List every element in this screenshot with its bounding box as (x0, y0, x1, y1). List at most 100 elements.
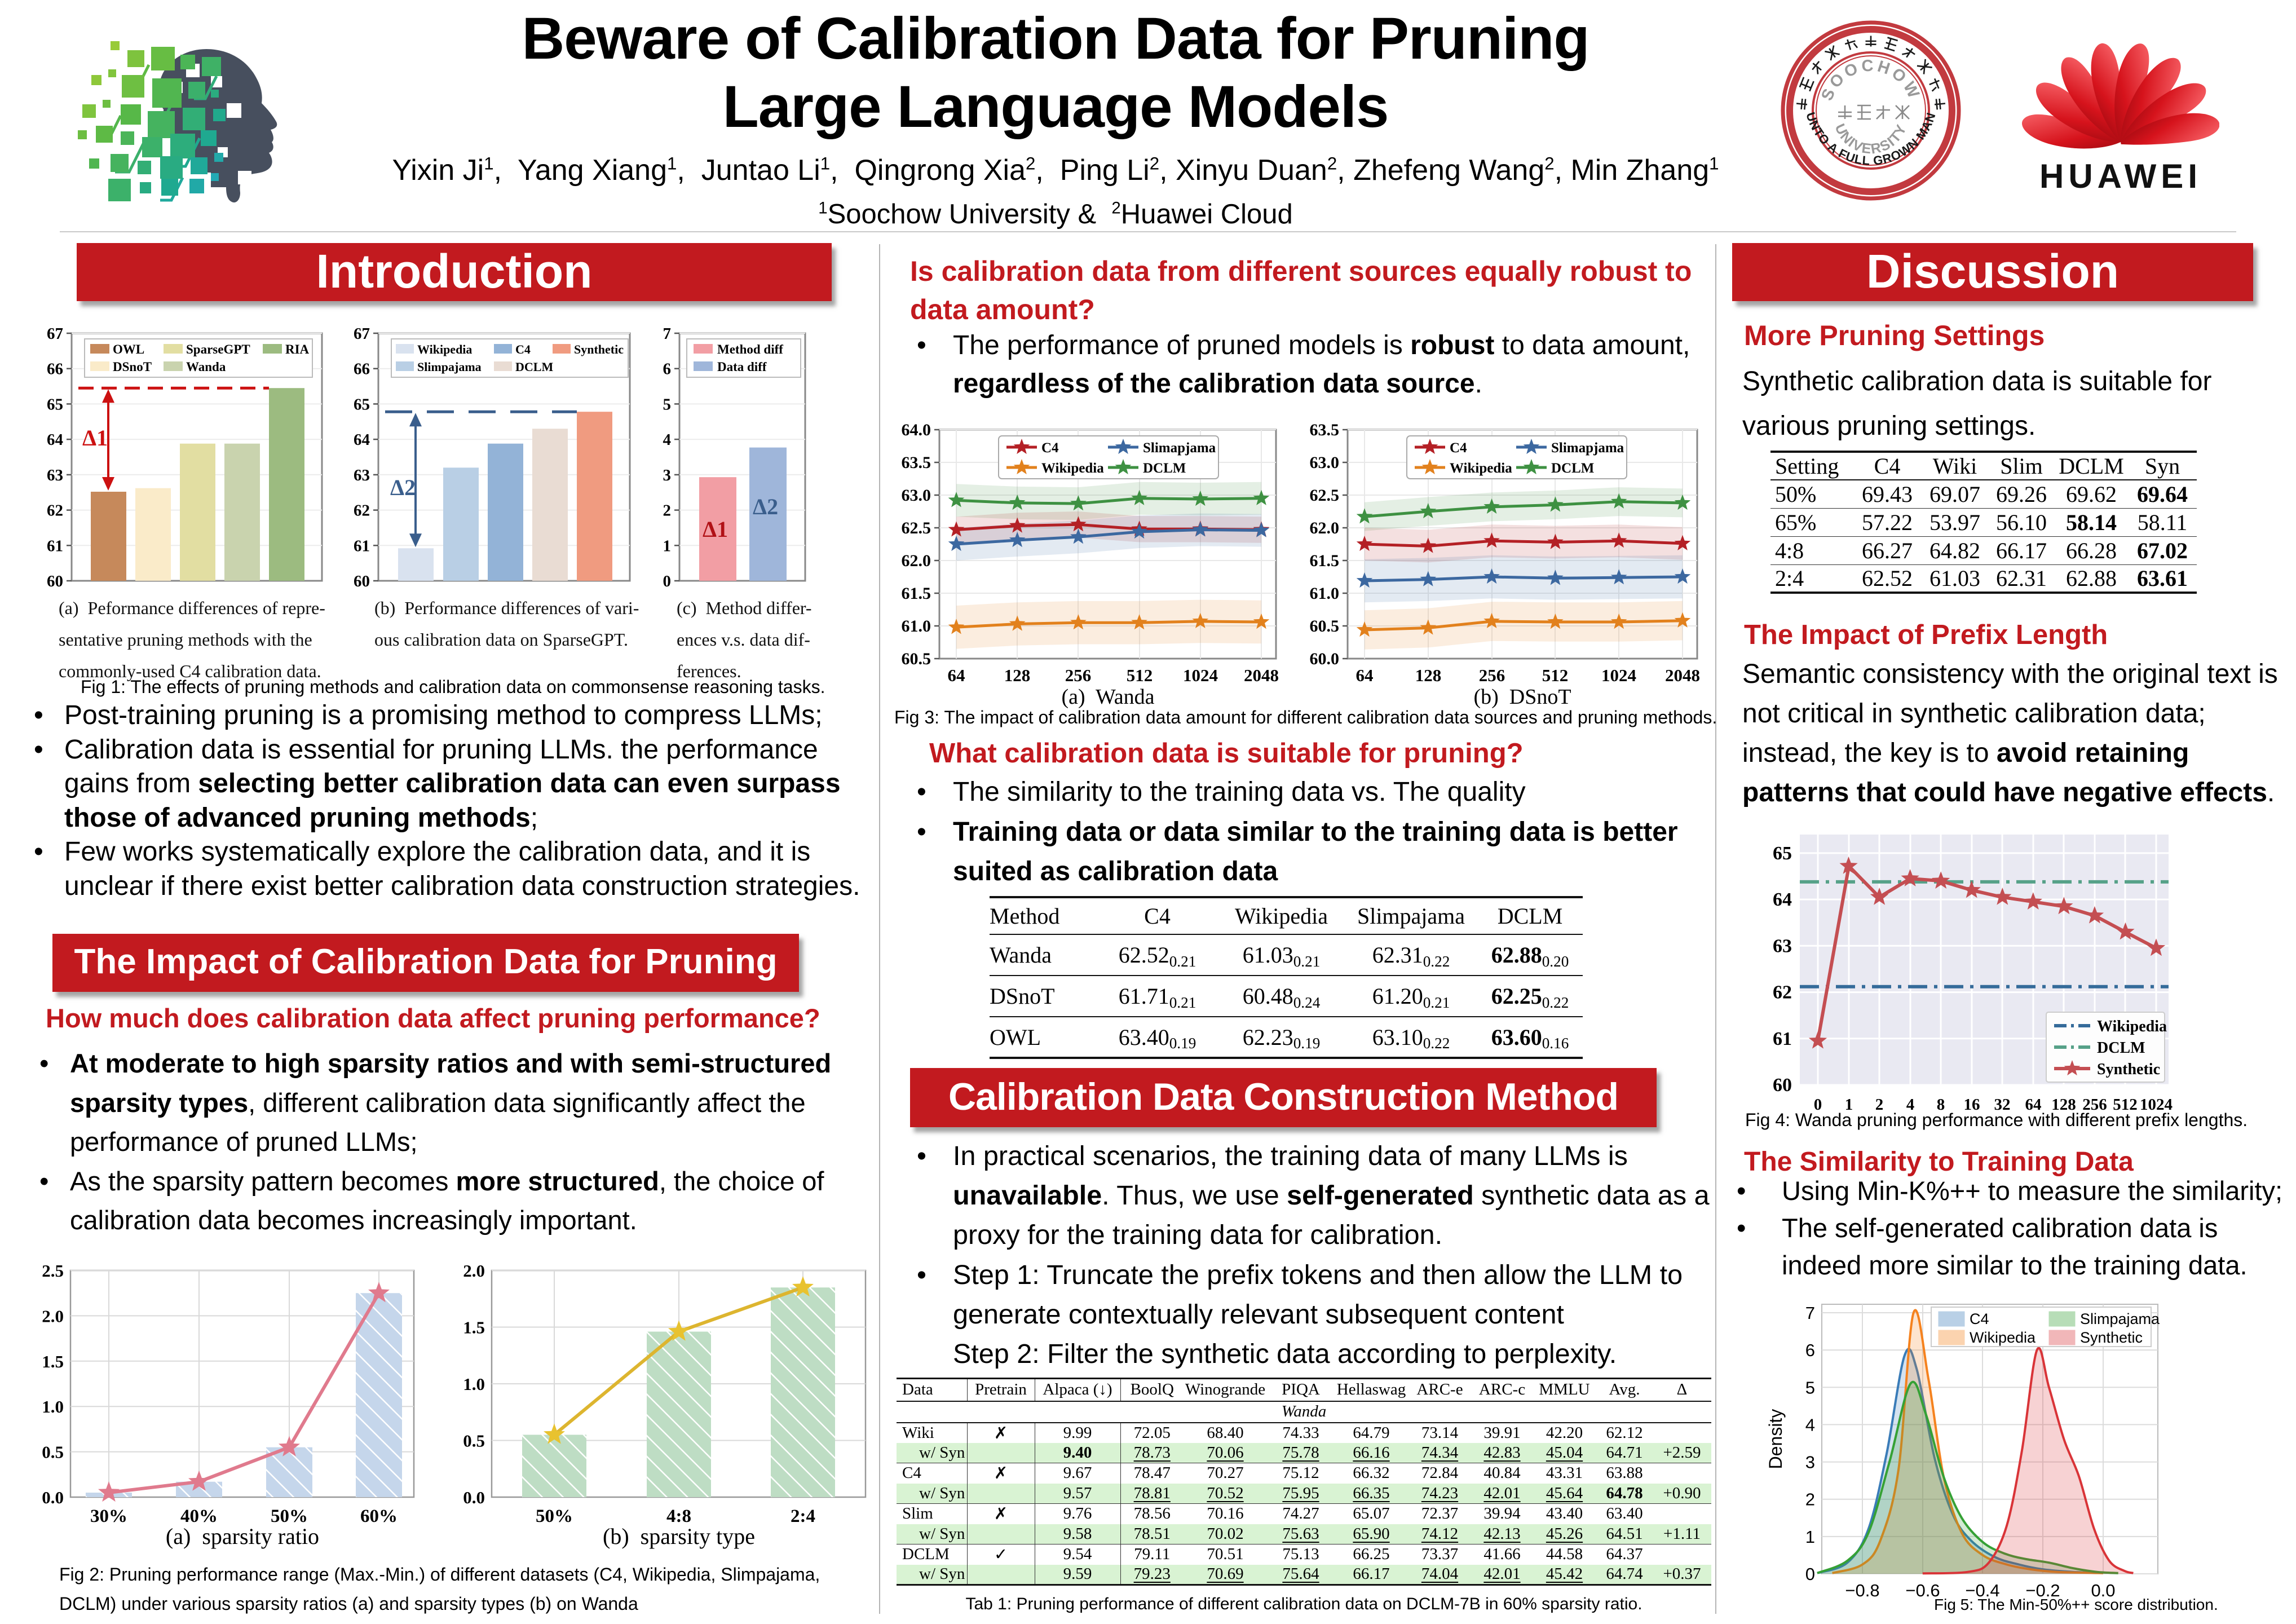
svg-text:66: 66 (354, 360, 370, 378)
svg-text:1: 1 (1845, 1096, 1853, 1114)
svg-text:1024: 1024 (1601, 665, 1636, 685)
svg-text:0: 0 (1805, 1564, 1815, 1584)
svg-text:−0.4: −0.4 (1965, 1581, 1999, 1600)
svg-text:16: 16 (1964, 1096, 1980, 1114)
svg-text:C4: C4 (1041, 440, 1059, 456)
svg-text:40%: 40% (180, 1506, 218, 1526)
svg-text:65: 65 (354, 395, 370, 413)
svg-text:OWL: OWL (113, 342, 144, 356)
svg-text:2: 2 (1805, 1490, 1815, 1510)
svg-text:62.5: 62.5 (1310, 486, 1340, 505)
svg-text:Density: Density (1765, 1409, 1786, 1469)
svg-text:8: 8 (1937, 1096, 1945, 1114)
svg-text:HUAWEI: HUAWEI (2039, 157, 2202, 195)
svg-text:66: 66 (47, 360, 63, 378)
svg-text:2.0: 2.0 (42, 1306, 64, 1326)
svg-text:0.0: 0.0 (463, 1488, 485, 1507)
svg-text:(b) DSnoT: (b) DSnoT (1473, 685, 1571, 709)
svg-text:256: 256 (1479, 665, 1505, 685)
svg-text:C4: C4 (1450, 440, 1467, 456)
svg-text:63: 63 (47, 466, 63, 484)
svg-text:Slimapjama: Slimapjama (1551, 440, 1624, 456)
svg-text:62.5: 62.5 (902, 519, 931, 537)
svg-text:61: 61 (354, 537, 370, 555)
svg-text:Data diff: Data diff (717, 360, 767, 374)
svg-text:60.0: 60.0 (1310, 650, 1340, 668)
svg-text:64: 64 (1773, 889, 1792, 910)
svg-text:2048: 2048 (1244, 665, 1279, 685)
svg-text:60: 60 (47, 572, 63, 590)
svg-text:1: 1 (663, 537, 672, 555)
svg-text:Wanda: Wanda (186, 360, 226, 374)
svg-text:65: 65 (47, 395, 63, 413)
svg-text:50%: 50% (271, 1506, 308, 1526)
svg-text:0: 0 (1814, 1096, 1822, 1114)
svg-text:67: 67 (47, 325, 63, 343)
svg-text:512: 512 (1542, 665, 1569, 685)
svg-text:DCLM: DCLM (1143, 461, 1186, 476)
svg-text:Synthetic: Synthetic (2080, 1329, 2143, 1346)
svg-text:60%: 60% (360, 1506, 398, 1526)
svg-text:Wikipedia: Wikipedia (1041, 461, 1104, 476)
svg-text:64: 64 (1356, 665, 1374, 685)
svg-text:−0.8: −0.8 (1845, 1581, 1879, 1600)
svg-text:Δ2: Δ2 (390, 475, 416, 500)
svg-text:0.0: 0.0 (42, 1488, 64, 1507)
svg-text:3: 3 (1805, 1453, 1815, 1472)
svg-text:65: 65 (1773, 843, 1792, 864)
svg-text:61.0: 61.0 (1310, 584, 1340, 603)
svg-text:64: 64 (2025, 1096, 2042, 1114)
svg-text:7: 7 (1805, 1303, 1815, 1323)
svg-text:DSnoT: DSnoT (113, 360, 152, 374)
svg-text:128: 128 (1415, 665, 1442, 685)
svg-text:6: 6 (663, 360, 672, 378)
svg-text:Δ1: Δ1 (703, 517, 728, 542)
svg-text:1.0: 1.0 (463, 1374, 485, 1394)
svg-text:Δ1: Δ1 (82, 425, 108, 451)
svg-text:(a) Wanda: (a) Wanda (1061, 685, 1154, 709)
svg-text:64: 64 (47, 431, 63, 449)
svg-text:3: 3 (663, 466, 672, 484)
svg-text:64: 64 (948, 665, 965, 685)
svg-text:62: 62 (1773, 982, 1792, 1003)
svg-text:1: 1 (1805, 1527, 1815, 1547)
svg-text:63.0: 63.0 (1310, 453, 1340, 472)
svg-text:DCLM: DCLM (1551, 461, 1594, 476)
svg-text:63: 63 (354, 466, 370, 484)
svg-text:0: 0 (663, 572, 672, 590)
svg-text:61.5: 61.5 (902, 584, 931, 603)
svg-text:Wikipedia: Wikipedia (1970, 1329, 2036, 1346)
svg-text:62.0: 62.0 (902, 551, 931, 570)
svg-text:128: 128 (2051, 1096, 2076, 1114)
svg-text:63.0: 63.0 (902, 486, 931, 505)
svg-text:64.0: 64.0 (902, 421, 931, 439)
svg-text:−0.6: −0.6 (1905, 1581, 1940, 1600)
svg-text:1.0: 1.0 (42, 1397, 64, 1416)
svg-text:128: 128 (1004, 665, 1031, 685)
svg-text:7: 7 (663, 325, 672, 343)
svg-text:32: 32 (1994, 1096, 2011, 1114)
svg-text:0.5: 0.5 (463, 1431, 485, 1451)
svg-text:Slimpajama: Slimpajama (417, 360, 482, 374)
svg-text:2048: 2048 (1665, 665, 1700, 685)
svg-text:2: 2 (663, 502, 672, 520)
svg-text:2:4: 2:4 (791, 1506, 815, 1526)
svg-text:61.5: 61.5 (1310, 551, 1340, 570)
svg-text:61.0: 61.0 (902, 617, 931, 636)
svg-text:1024: 1024 (2140, 1096, 2173, 1114)
svg-text:DCLM: DCLM (515, 360, 553, 374)
svg-text:256: 256 (2082, 1096, 2107, 1114)
svg-text:1.5: 1.5 (42, 1352, 64, 1371)
svg-text:SparseGPT: SparseGPT (186, 342, 250, 356)
svg-text:50%: 50% (536, 1506, 573, 1526)
svg-text:Wikipedia: Wikipedia (1450, 461, 1512, 476)
svg-text:4:8: 4:8 (666, 1506, 691, 1526)
svg-text:61: 61 (1773, 1029, 1792, 1049)
svg-text:512: 512 (2113, 1096, 2138, 1114)
svg-text:RIA: RIA (285, 342, 310, 356)
svg-text:63.5: 63.5 (902, 453, 931, 472)
svg-text:0.0: 0.0 (2091, 1581, 2115, 1600)
svg-text:Wikipedia: Wikipedia (417, 342, 472, 356)
svg-text:2.0: 2.0 (463, 1261, 485, 1281)
svg-text:60: 60 (1773, 1075, 1792, 1096)
